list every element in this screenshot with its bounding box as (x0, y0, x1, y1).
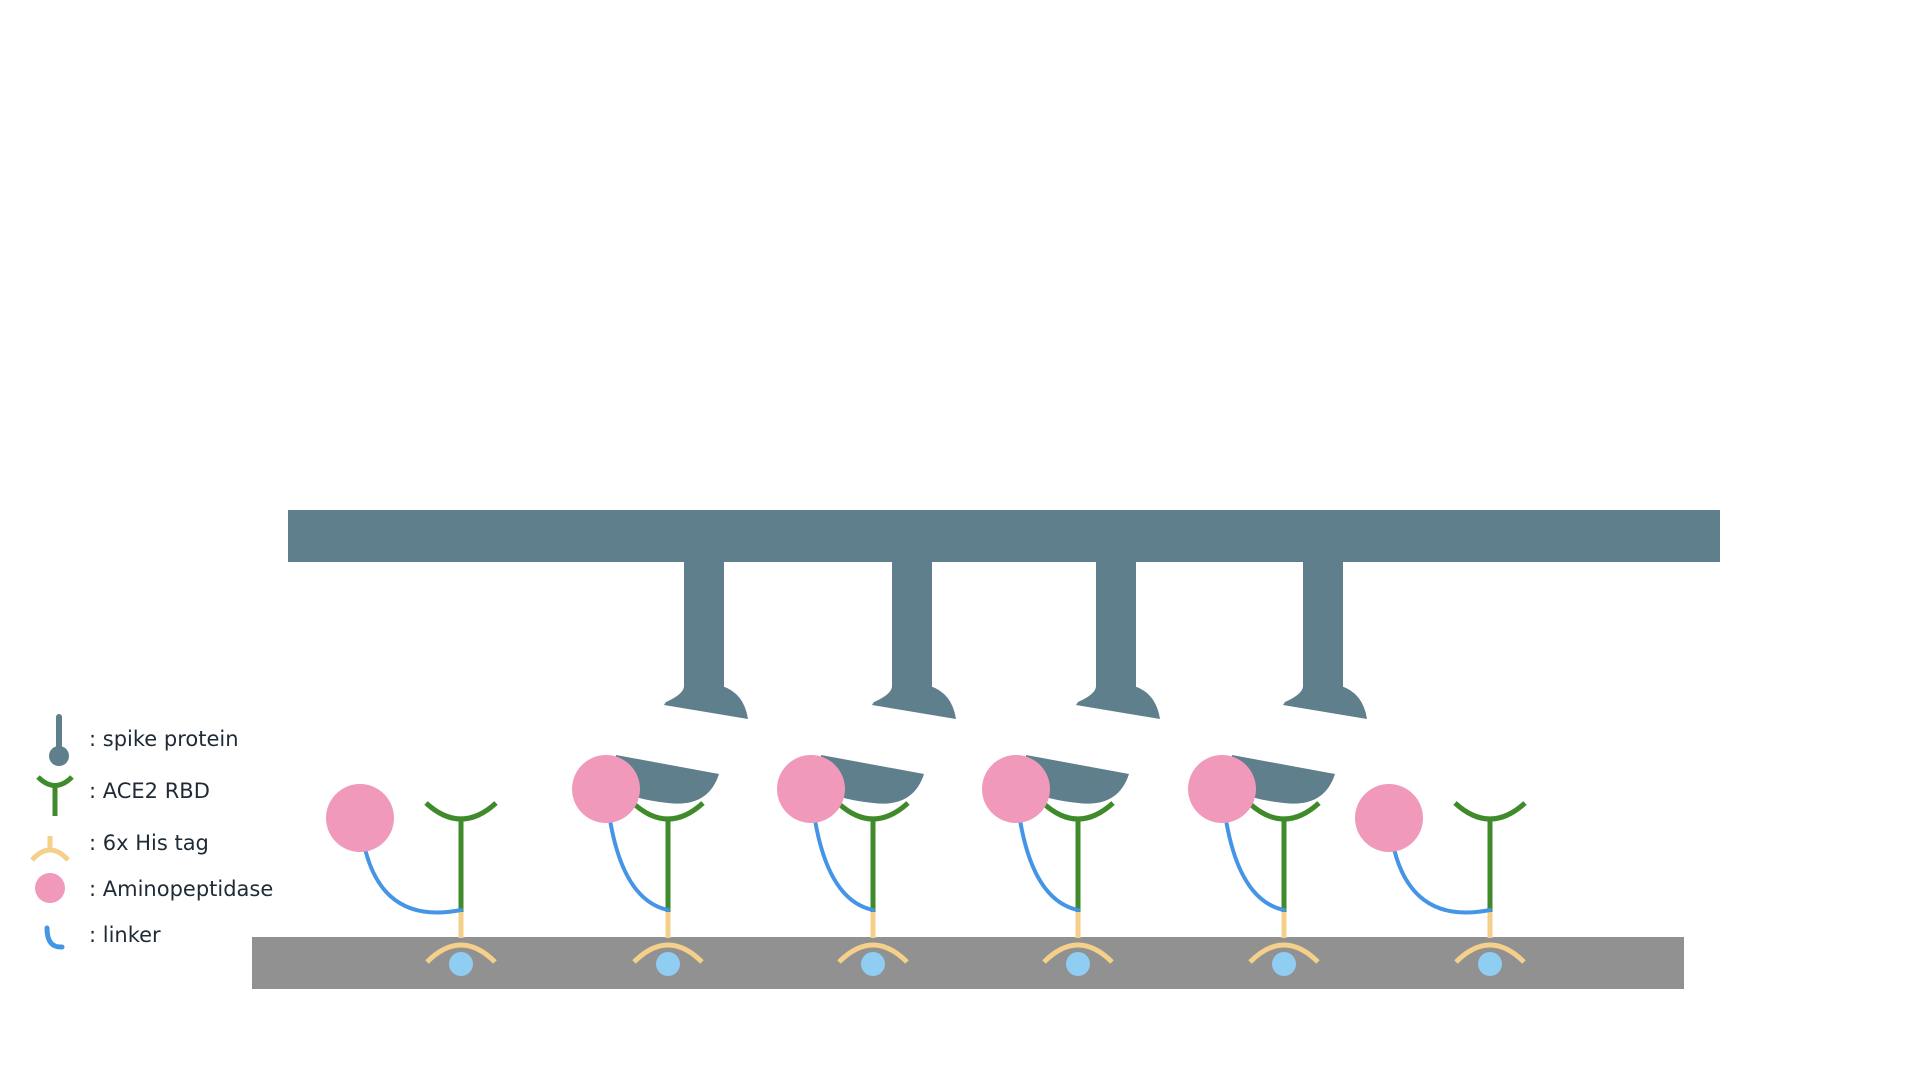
ace2-rbd-icon (36, 775, 74, 816)
linker-icon (44, 925, 65, 950)
his-tag-arc (1454, 942, 1526, 964)
legend-label-his-tag: : 6x His tag (89, 831, 209, 855)
nickel-bead (1478, 952, 1502, 976)
virus-membrane-group (288, 510, 1720, 562)
his-tag-arc (425, 942, 497, 964)
spike-protein (664, 555, 748, 719)
spike-protein (1076, 555, 1160, 719)
nickel-bead (861, 952, 885, 976)
aminopeptidase (1188, 755, 1256, 823)
spike-stem (1303, 555, 1343, 695)
spike-protein (872, 555, 956, 719)
virus-membrane-bar (288, 510, 1720, 562)
legend: : spike protein : ACE2 RBD : 6x His tag … (30, 714, 273, 950)
spike-proteins (664, 555, 1367, 719)
spike-head (1076, 686, 1160, 719)
aminopeptidase (572, 755, 640, 823)
aminopeptidase (777, 755, 845, 823)
ace2-arms (836, 801, 910, 822)
ace2-unit (1188, 755, 1335, 976)
bound-spike-head (616, 755, 719, 804)
ace2-unit (982, 755, 1129, 976)
ace2-unit (326, 784, 498, 976)
aminopeptidase (982, 755, 1050, 823)
legend-label-ace2: : ACE2 RBD (89, 779, 210, 803)
bound-spike-head (1026, 755, 1129, 804)
aminopeptidase (326, 784, 394, 852)
legend-label-aminopeptidase: : Aminopeptidase (89, 877, 273, 901)
ace2-arms (1453, 801, 1527, 822)
spike-stem (892, 555, 932, 695)
legend-label-linker: : linker (89, 923, 161, 947)
spike-stem (684, 555, 724, 695)
nickel-bead (1272, 952, 1296, 976)
aminopeptidase-icon (35, 873, 65, 903)
ace2-unit (1355, 784, 1527, 976)
his-tag-arc (1248, 942, 1320, 964)
ace2-arms (1247, 801, 1321, 822)
spike-stem (1096, 555, 1136, 695)
his-tag-arc (837, 942, 909, 964)
bound-spike-head (821, 755, 924, 804)
spike-protein (1283, 555, 1367, 719)
nickel-bead (449, 952, 473, 976)
ace2-arms (631, 801, 705, 822)
his-tag-arc (1042, 942, 1114, 964)
nickel-bead (1066, 952, 1090, 976)
spike-head (872, 686, 956, 719)
sensor-surface (252, 937, 1684, 989)
bound-spike-head (1232, 755, 1335, 804)
ace2-unit (777, 755, 924, 976)
ace2-unit (572, 755, 719, 976)
spike-protein-icon (49, 714, 69, 766)
aminopeptidase (1355, 784, 1423, 852)
his-tag-icon (30, 836, 70, 862)
spike-head (664, 686, 748, 719)
ace2-arms (424, 801, 498, 822)
nickel-bead (656, 952, 680, 976)
ace2-arms (1041, 801, 1115, 822)
legend-label-spike: : spike protein (89, 727, 239, 751)
spike-head (1283, 686, 1367, 719)
ace2-units (326, 755, 1527, 976)
his-tag-arc (632, 942, 704, 964)
